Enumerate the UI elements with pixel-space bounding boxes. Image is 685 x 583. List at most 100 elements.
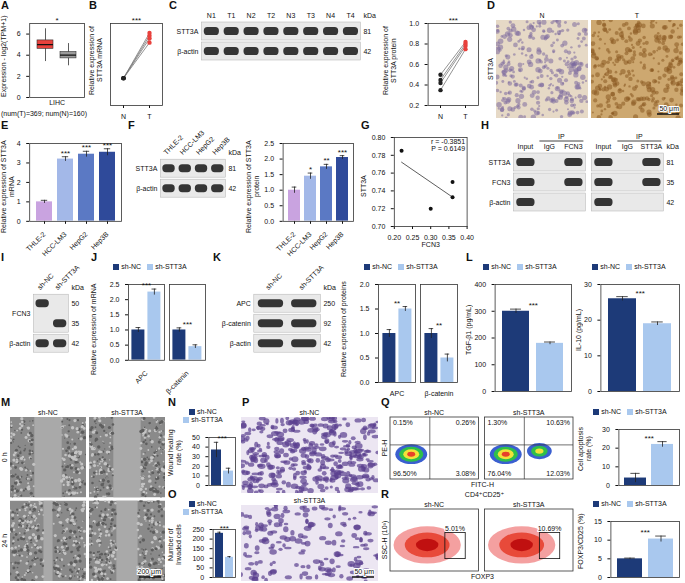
svg-text:0.74: 0.74: [372, 187, 386, 194]
svg-text:N2: N2: [247, 12, 256, 19]
svg-text:***: ***: [636, 289, 645, 298]
svg-text:Hep3B: Hep3B: [90, 230, 111, 251]
svg-text:N: N: [539, 12, 544, 19]
svg-text:*: *: [56, 16, 59, 25]
svg-text:sh-NC: sh-NC: [38, 409, 58, 416]
svg-text:0.78: 0.78: [372, 152, 386, 159]
svg-text:HCC-LM3: HCC-LM3: [286, 230, 313, 257]
svg-text:N1: N1: [207, 12, 216, 19]
svg-text:1.0: 1.0: [264, 186, 274, 193]
svg-text:β-actin: β-actin: [230, 340, 251, 348]
svg-text:STT3A: STT3A: [641, 143, 663, 150]
svg-text:β-catenin: β-catenin: [222, 320, 251, 328]
svg-text:***: ***: [641, 528, 650, 537]
svg-text:SSC-H (10³): SSC-H (10³): [381, 521, 389, 560]
svg-text:81: 81: [666, 159, 674, 166]
svg-text:0.0: 0.0: [360, 379, 370, 386]
svg-text:300: 300: [474, 307, 486, 314]
svg-text:APC: APC: [134, 369, 149, 384]
svg-text:50: 50: [196, 564, 204, 571]
svg-text:30: 30: [584, 281, 592, 288]
svg-text:0: 0: [200, 574, 204, 581]
svg-text:35: 35: [71, 320, 79, 327]
svg-text:50 μm: 50 μm: [354, 568, 374, 576]
svg-text:3.08%: 3.08%: [456, 470, 476, 477]
svg-text:42: 42: [228, 185, 236, 192]
svg-text:250: 250: [323, 300, 335, 307]
svg-text:**: **: [394, 299, 400, 308]
svg-text:T1: T1: [227, 12, 235, 19]
svg-text:0.2: 0.2: [409, 102, 419, 109]
svg-text:96.50%: 96.50%: [393, 470, 417, 477]
svg-text:sh-STT3A: sh-STT3A: [513, 501, 545, 508]
svg-text:3: 3: [17, 159, 21, 166]
svg-text:0: 0: [482, 388, 486, 395]
svg-text:5: 5: [598, 555, 602, 562]
svg-text:10.63%: 10.63%: [546, 419, 570, 426]
svg-text:T: T: [635, 12, 640, 19]
svg-text:β-actin: β-actin: [489, 199, 510, 207]
svg-text:T4: T4: [346, 12, 354, 19]
svg-text:Hep3B: Hep3B: [211, 136, 232, 157]
svg-text:0: 0: [606, 482, 610, 489]
svg-text:APC: APC: [390, 390, 404, 397]
svg-text:***: ***: [338, 148, 347, 157]
svg-text:***: ***: [103, 141, 112, 150]
svg-text:sh-STT3A: sh-STT3A: [111, 409, 143, 416]
svg-text:100: 100: [474, 361, 486, 368]
svg-text:LIHC: LIHC: [49, 99, 65, 106]
svg-text:kDa: kDa: [323, 284, 336, 291]
svg-text:5.01%: 5.01%: [445, 525, 465, 532]
svg-text:Input: Input: [518, 143, 534, 151]
svg-text:0: 0: [588, 388, 592, 395]
svg-text:FCN3: FCN3: [564, 143, 582, 150]
svg-text:0.5: 0.5: [110, 341, 120, 348]
svg-text:24 h: 24 h: [1, 534, 8, 548]
svg-text:50: 50: [192, 434, 200, 441]
svg-text:1.0: 1.0: [110, 326, 120, 333]
svg-text:β-actin: β-actin: [136, 185, 157, 193]
svg-text:FCN3: FCN3: [12, 310, 30, 317]
svg-text:30: 30: [602, 426, 610, 433]
svg-text:***: ***: [645, 434, 654, 443]
svg-text:30: 30: [192, 453, 200, 460]
svg-text:1.5: 1.5: [360, 305, 370, 312]
svg-text:N4: N4: [326, 12, 335, 19]
svg-text:0.0: 0.0: [264, 218, 274, 225]
svg-text:2: 2: [17, 73, 21, 80]
svg-text:sh-STT3A: sh-STT3A: [513, 409, 545, 416]
svg-text:2.0: 2.0: [110, 296, 120, 303]
svg-text:***: ***: [142, 281, 151, 290]
svg-text:10: 10: [584, 352, 592, 359]
svg-text:42: 42: [71, 340, 79, 347]
svg-text:β-actin: β-actin: [9, 340, 30, 348]
svg-text:r = -0.3851P = 0.6149: r = -0.3851P = 0.6149: [431, 138, 465, 152]
svg-text:50: 50: [71, 300, 79, 307]
svg-text:1: 1: [17, 198, 21, 205]
svg-text:***: ***: [449, 16, 458, 25]
svg-text:PE-H: PE-H: [381, 440, 388, 457]
svg-text:0.20: 0.20: [387, 234, 401, 241]
svg-text:35: 35: [666, 179, 674, 186]
svg-text:N3: N3: [286, 12, 295, 19]
svg-text:APC: APC: [236, 300, 250, 307]
svg-text:50 μm: 50 μm: [659, 105, 679, 113]
svg-text:**: **: [323, 156, 329, 165]
svg-text:0: 0: [17, 218, 21, 225]
svg-text:HepG2: HepG2: [68, 230, 89, 251]
svg-text:20: 20: [602, 444, 610, 451]
svg-text:IgG: IgG: [622, 143, 633, 151]
svg-text:1.5: 1.5: [110, 311, 120, 318]
svg-text:STT3A: STT3A: [136, 165, 158, 172]
svg-text:40: 40: [192, 443, 200, 450]
svg-text:0.8: 0.8: [409, 40, 419, 47]
svg-text:92: 92: [323, 320, 331, 327]
svg-text:76.04%: 76.04%: [488, 470, 512, 477]
svg-text:0.0: 0.0: [110, 357, 120, 364]
svg-text:kDa: kDa: [71, 284, 84, 291]
svg-text:10.69%: 10.69%: [538, 525, 562, 532]
svg-text:100: 100: [192, 555, 204, 562]
svg-text:Hep3B: Hep3B: [325, 230, 346, 251]
svg-text:42: 42: [363, 48, 371, 55]
svg-text:0 h: 0 h: [1, 452, 8, 462]
